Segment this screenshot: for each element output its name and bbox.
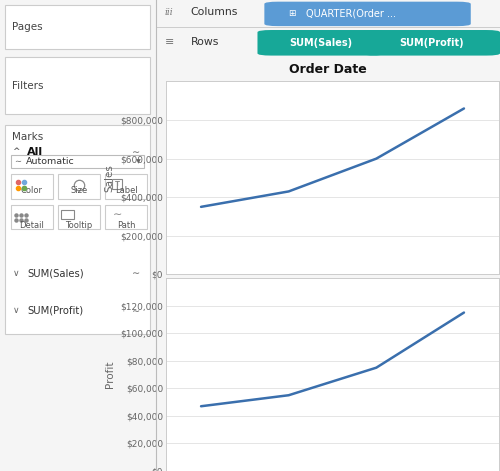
Text: ∼: ∼ bbox=[132, 306, 140, 316]
Text: Pages: Pages bbox=[12, 22, 43, 32]
Y-axis label: Sales: Sales bbox=[104, 164, 115, 192]
Text: ∨: ∨ bbox=[12, 306, 19, 316]
Text: ∼: ∼ bbox=[132, 268, 140, 278]
Text: ∨: ∨ bbox=[12, 268, 19, 278]
FancyBboxPatch shape bbox=[11, 205, 52, 229]
FancyBboxPatch shape bbox=[4, 125, 150, 334]
Text: ▼: ▼ bbox=[136, 159, 140, 164]
Text: Rows: Rows bbox=[190, 37, 219, 47]
Text: All: All bbox=[27, 146, 44, 157]
Text: Path: Path bbox=[117, 221, 136, 230]
Text: Tooltip: Tooltip bbox=[66, 221, 92, 230]
FancyBboxPatch shape bbox=[112, 179, 122, 189]
Text: Columns: Columns bbox=[190, 7, 238, 17]
Text: SUM(Sales): SUM(Sales) bbox=[290, 38, 352, 48]
Text: SUM(Sales): SUM(Sales) bbox=[27, 268, 84, 278]
Text: ∼: ∼ bbox=[112, 210, 122, 220]
Text: Color: Color bbox=[21, 186, 43, 195]
FancyBboxPatch shape bbox=[106, 205, 147, 229]
FancyBboxPatch shape bbox=[106, 174, 147, 199]
Text: iii: iii bbox=[164, 8, 173, 17]
Text: SUM(Profit): SUM(Profit) bbox=[27, 306, 83, 316]
Text: Marks: Marks bbox=[12, 131, 44, 142]
Text: QUARTER(Order ...: QUARTER(Order ... bbox=[306, 8, 396, 19]
Text: ⊞: ⊞ bbox=[288, 9, 296, 18]
Text: T: T bbox=[115, 181, 120, 187]
FancyBboxPatch shape bbox=[58, 205, 100, 229]
Text: ∼: ∼ bbox=[14, 157, 21, 166]
FancyBboxPatch shape bbox=[11, 155, 144, 168]
Text: ≡: ≡ bbox=[164, 37, 174, 47]
Text: Filters: Filters bbox=[12, 81, 44, 91]
Text: Detail: Detail bbox=[20, 221, 44, 230]
Text: ∼: ∼ bbox=[132, 146, 140, 157]
FancyBboxPatch shape bbox=[264, 2, 471, 26]
Text: ^: ^ bbox=[12, 147, 20, 156]
FancyBboxPatch shape bbox=[258, 30, 385, 56]
Text: Size: Size bbox=[70, 186, 88, 195]
Text: SUM(Profit): SUM(Profit) bbox=[399, 38, 464, 48]
FancyBboxPatch shape bbox=[58, 174, 100, 199]
FancyBboxPatch shape bbox=[362, 30, 500, 56]
FancyBboxPatch shape bbox=[4, 57, 150, 114]
Y-axis label: Profit: Profit bbox=[104, 361, 115, 388]
FancyBboxPatch shape bbox=[61, 210, 74, 219]
Text: Label: Label bbox=[114, 186, 138, 195]
FancyBboxPatch shape bbox=[11, 174, 52, 199]
Text: Automatic: Automatic bbox=[26, 157, 75, 166]
FancyBboxPatch shape bbox=[4, 5, 150, 49]
Text: Order Date: Order Date bbox=[289, 63, 367, 76]
